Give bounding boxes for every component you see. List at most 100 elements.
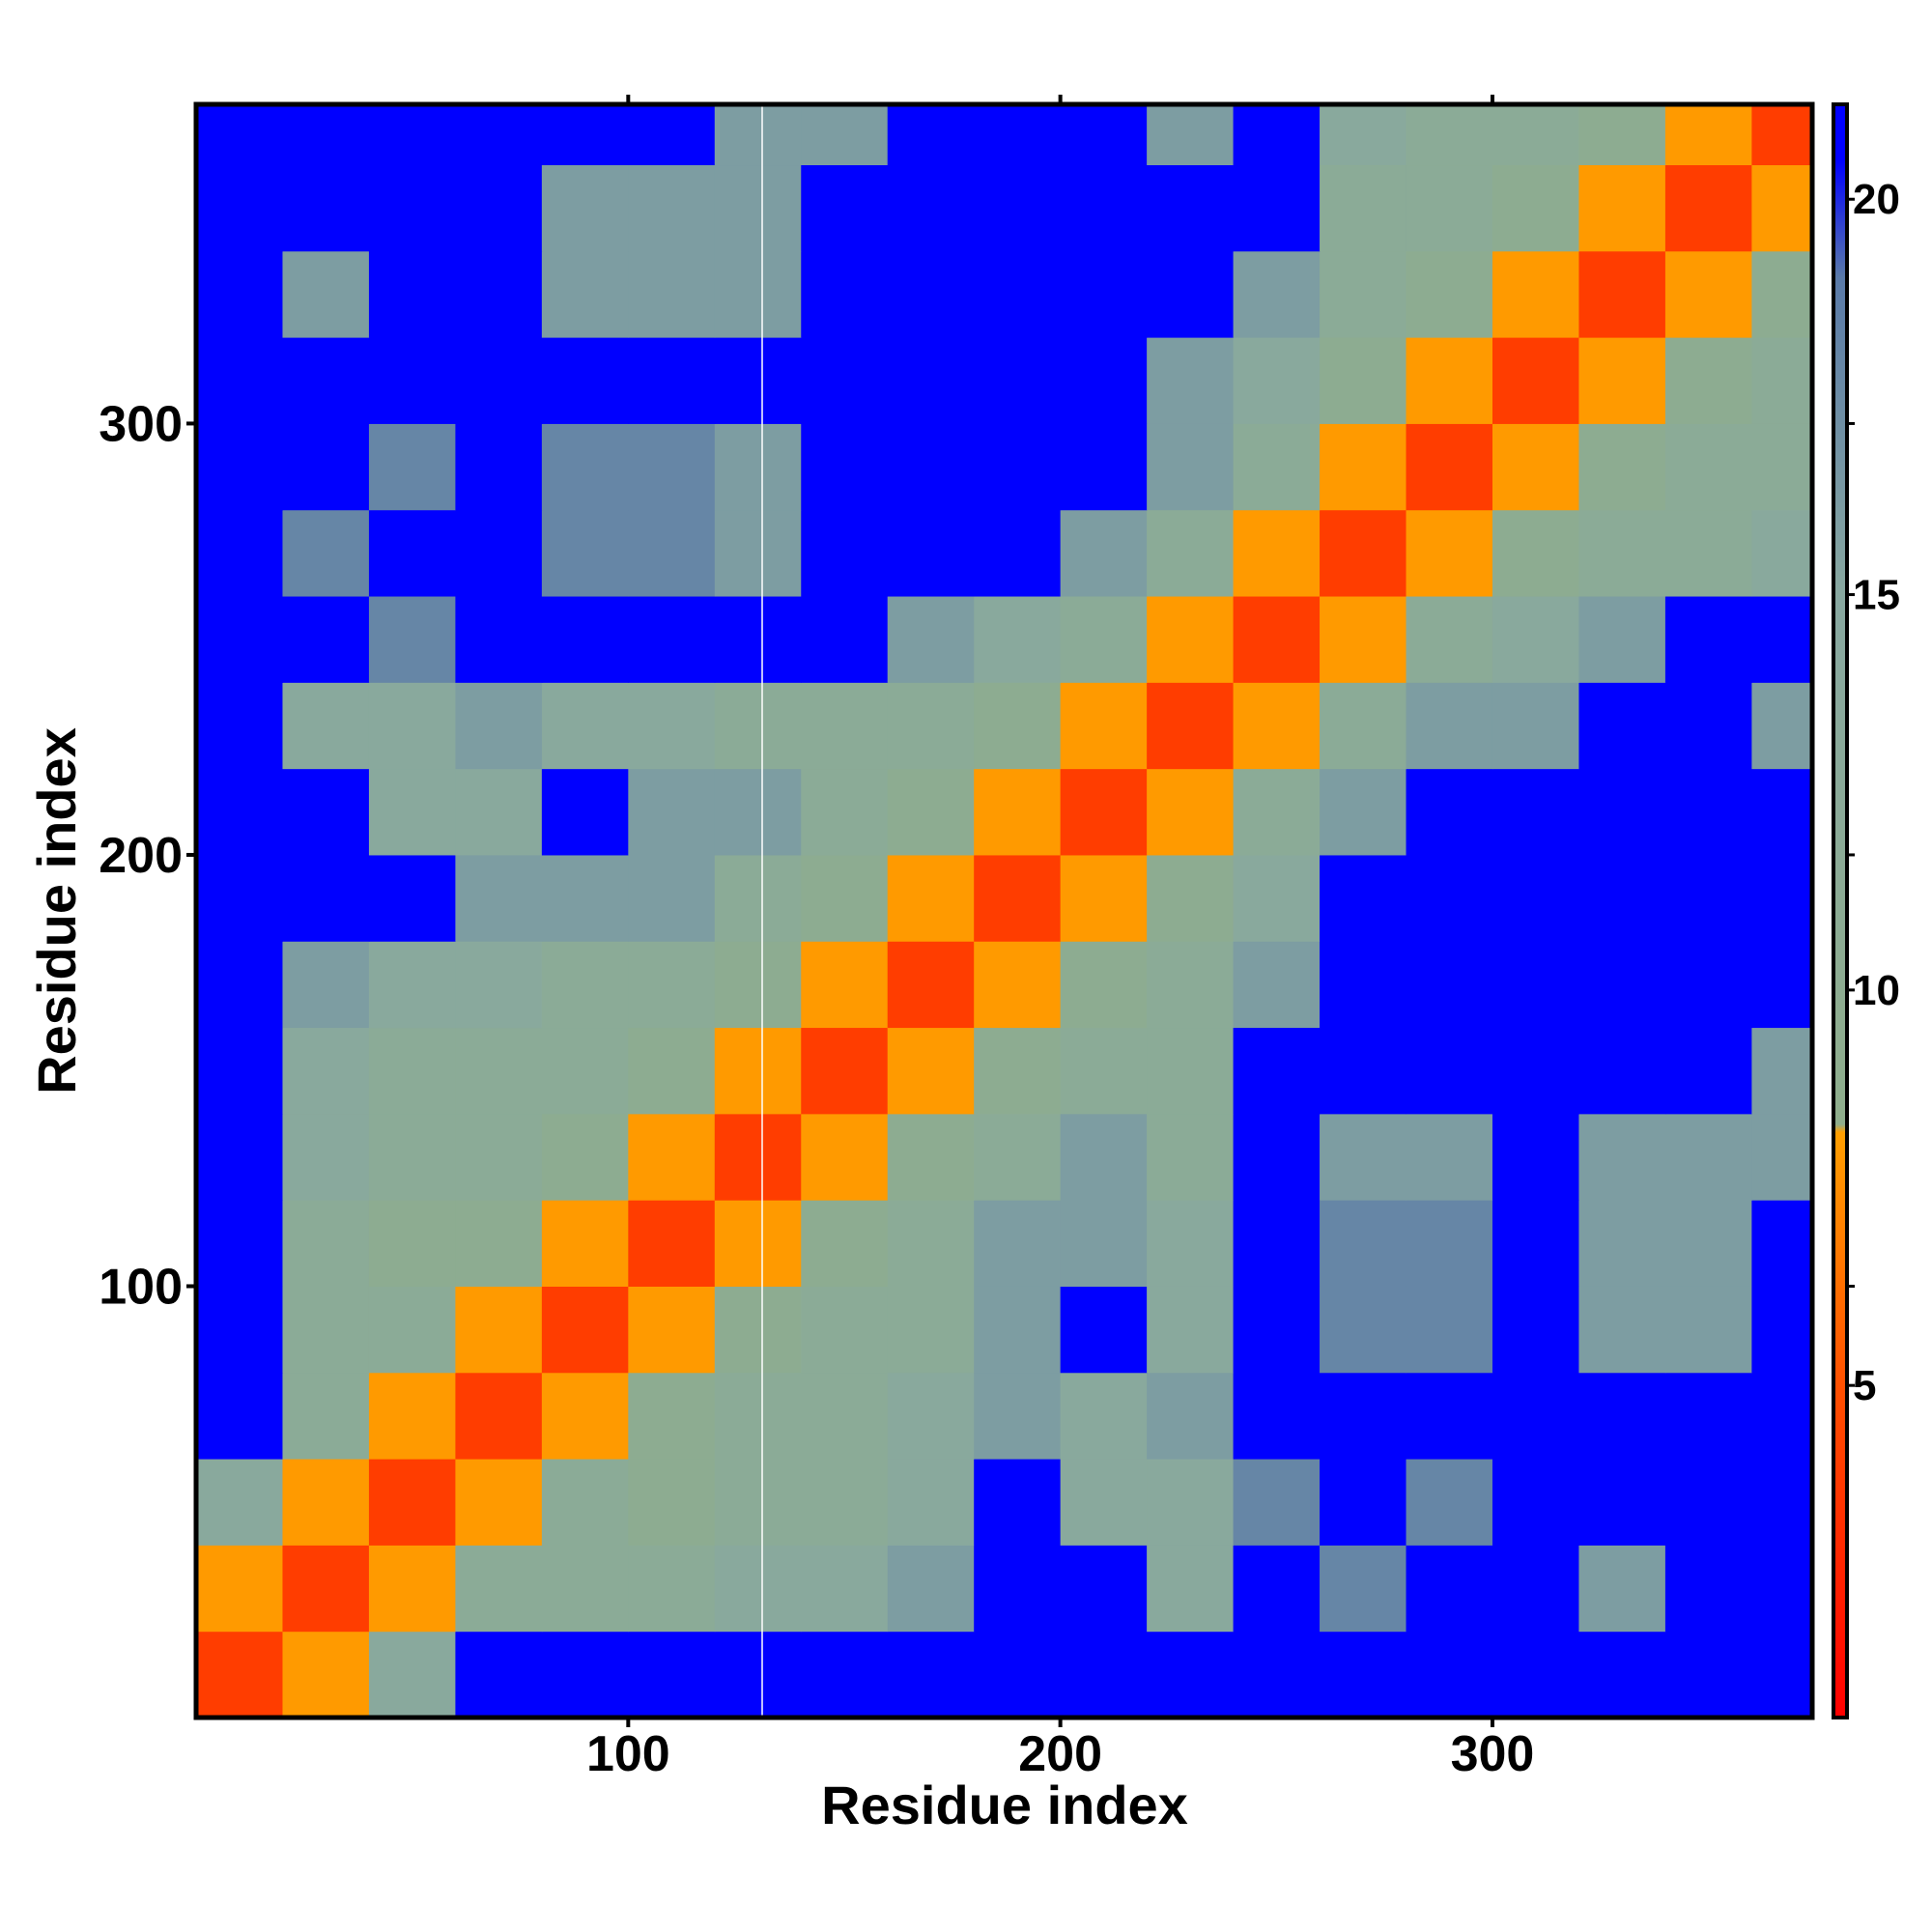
- heatmap-cell: [282, 164, 370, 252]
- axes: 100 200 300 100 200 300 5 10 15 20: [99, 95, 1900, 1782]
- heatmap-cell: [1578, 682, 1666, 770]
- heatmap-cell: [1320, 1545, 1407, 1633]
- heatmap-cell: [1578, 509, 1666, 597]
- heatmap-cell: [1751, 1545, 1813, 1633]
- heatmap-cell: [541, 1372, 629, 1460]
- heatmap-cell: [1406, 854, 1493, 942]
- heatmap-cell: [541, 768, 629, 856]
- heatmap-cell: [455, 509, 543, 597]
- heatmap-cell: [1578, 1459, 1666, 1546]
- heatmap-cell: [801, 250, 889, 338]
- heatmap-cell: [628, 941, 716, 1029]
- heatmap-cell: [887, 104, 975, 166]
- heatmap-cell: [1233, 337, 1321, 424]
- heatmap-cell: [455, 1200, 543, 1287]
- heatmap-cell: [714, 768, 802, 856]
- heatmap-cell: [1060, 423, 1148, 511]
- heatmap-cell: [455, 250, 543, 338]
- heatmap-cell: [282, 854, 370, 942]
- heatmap-cell: [1578, 1113, 1666, 1201]
- heatmap-cell: [1406, 104, 1493, 166]
- heatmap-cell: [1320, 164, 1407, 252]
- heatmap-cell: [1664, 509, 1752, 597]
- heatmap-cell: [1578, 1372, 1666, 1460]
- heatmap-cell: [1492, 682, 1579, 770]
- heatmap-cell: [1492, 768, 1579, 856]
- heatmap-cell: [282, 423, 370, 511]
- heatmap-cell: [714, 1372, 802, 1460]
- heatmap-cell: [628, 1372, 716, 1460]
- heatmap-cell: [1320, 1372, 1407, 1460]
- heatmap-cell: [887, 1027, 975, 1115]
- heatmap-cell: [887, 682, 975, 770]
- heatmap-cell: [196, 1545, 283, 1633]
- heatmap-cell: [368, 509, 456, 597]
- heatmap-cell: [1320, 1286, 1407, 1374]
- heatmap-cell: [628, 768, 716, 856]
- heatmap-cell: [368, 854, 456, 942]
- heatmap-cell: [196, 423, 283, 511]
- heatmap-cell: [1664, 1113, 1752, 1201]
- heatmap-cell: [801, 423, 889, 511]
- heatmap-cell: [1492, 1027, 1579, 1115]
- heatmap-cell: [196, 682, 283, 770]
- heatmap-cell: [368, 596, 456, 683]
- heatmap-cell: [1751, 854, 1813, 942]
- heatmap-cell: [282, 250, 370, 338]
- heatmap-cell: [1147, 509, 1235, 597]
- heatmap-cell: [1492, 423, 1579, 511]
- heatmap-cell: [1147, 854, 1235, 942]
- heatmap-cell: [455, 1545, 543, 1633]
- heatmap-cell: [1751, 1459, 1813, 1546]
- heatmap-cell: [368, 1027, 456, 1115]
- heatmap-cell: [1406, 1631, 1493, 1719]
- heatmap-cell: [1060, 1286, 1148, 1374]
- heatmap-cell: [628, 1286, 716, 1374]
- heatmap-cell: [196, 1113, 283, 1201]
- heatmap-cell: [196, 1286, 283, 1374]
- heatmap-cell: [1406, 1545, 1493, 1633]
- heatmap-cell: [541, 1286, 629, 1374]
- heatmap-cell: [628, 1459, 716, 1546]
- heatmap-cell: [1664, 596, 1752, 683]
- heatmap-cell: [196, 164, 283, 252]
- heatmap-cell: [1492, 509, 1579, 597]
- heatmap-cell: [801, 1286, 889, 1374]
- heatmap-cell: [455, 596, 543, 683]
- colorbar-tick-label: 20: [1853, 176, 1900, 223]
- heatmap-cell: [1578, 250, 1666, 338]
- heatmap-cell: [541, 337, 629, 424]
- heatmap-cell: [1492, 104, 1579, 166]
- heatmap-cell: [1578, 164, 1666, 252]
- heatmap-cell: [887, 1113, 975, 1201]
- heatmap-cell: [1492, 1372, 1579, 1460]
- heatmap-cell: [1751, 337, 1813, 424]
- heatmap-cell: [455, 1372, 543, 1460]
- heatmap-cell: [1751, 1631, 1813, 1719]
- colorbar: [1832, 102, 1849, 1719]
- heatmap-cell: [628, 509, 716, 597]
- heatmap-cell: [1406, 337, 1493, 424]
- heatmap-cell: [801, 104, 889, 166]
- heatmap-cell: [541, 941, 629, 1029]
- heatmap-cell: [714, 104, 802, 166]
- heatmap-cell: [541, 1113, 629, 1201]
- heatmap-cell: [455, 1027, 543, 1115]
- heatmap-cell: [1751, 1286, 1813, 1374]
- heatmap-cell: [801, 682, 889, 770]
- heatmap-cell: [628, 337, 716, 424]
- heatmap-cell: [1578, 768, 1666, 856]
- heatmap-cell: [1406, 596, 1493, 683]
- heatmap-cell: [1320, 1027, 1407, 1115]
- heatmap-cell: [1147, 1545, 1235, 1633]
- heatmap-cell: [196, 1027, 283, 1115]
- heatmap-cell: [1233, 1286, 1321, 1374]
- heatmap-cell: [714, 337, 802, 424]
- heatmap-cell: [282, 1372, 370, 1460]
- heatmap-cell: [1406, 941, 1493, 1029]
- heatmap-cell: [974, 423, 1062, 511]
- heatmap-cell: [1060, 1113, 1148, 1201]
- heatmap-cell: [801, 164, 889, 252]
- heatmap-cell: [1751, 250, 1813, 338]
- y-tick-label: 300: [99, 396, 183, 452]
